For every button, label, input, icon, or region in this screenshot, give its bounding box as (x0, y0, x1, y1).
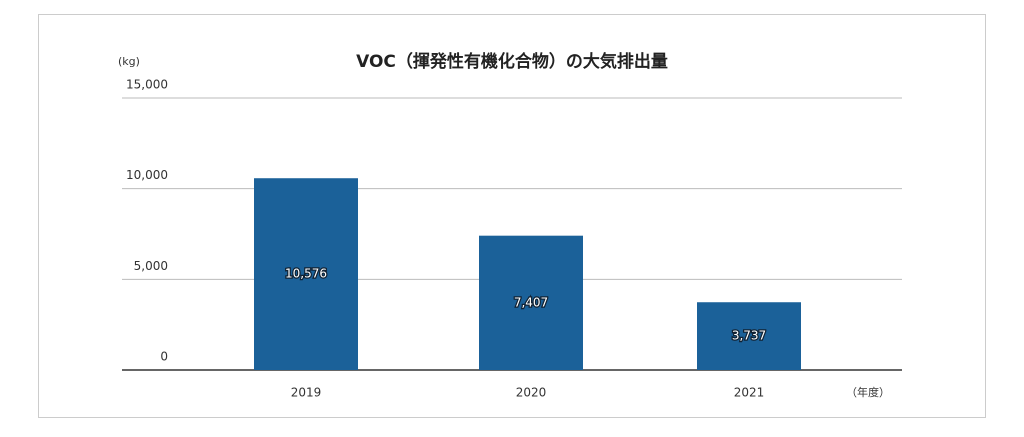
bar (479, 235, 583, 370)
y-tick-label: 5,000 (134, 259, 168, 273)
x-tick-label: 2019 (291, 386, 322, 400)
y-axis-label: (kg) (118, 55, 140, 68)
y-tick-label: 0 (160, 350, 168, 364)
y-tick-label: 15,000 (126, 78, 168, 92)
x-axis-label: （年度） (846, 385, 890, 399)
x-tick-label: 2021 (734, 386, 765, 400)
frame (38, 14, 986, 418)
bar (254, 178, 358, 370)
y-tick-label: 10,000 (126, 168, 168, 182)
chart-title: VOC（揮発性有機化合物）の大気排出量 (356, 51, 668, 72)
value-label: 7,407 (514, 295, 548, 309)
value-label: 3,737 (732, 329, 766, 343)
bar (697, 302, 801, 370)
value-label: 10,576 (285, 267, 327, 281)
x-tick-label: 2020 (516, 386, 547, 400)
